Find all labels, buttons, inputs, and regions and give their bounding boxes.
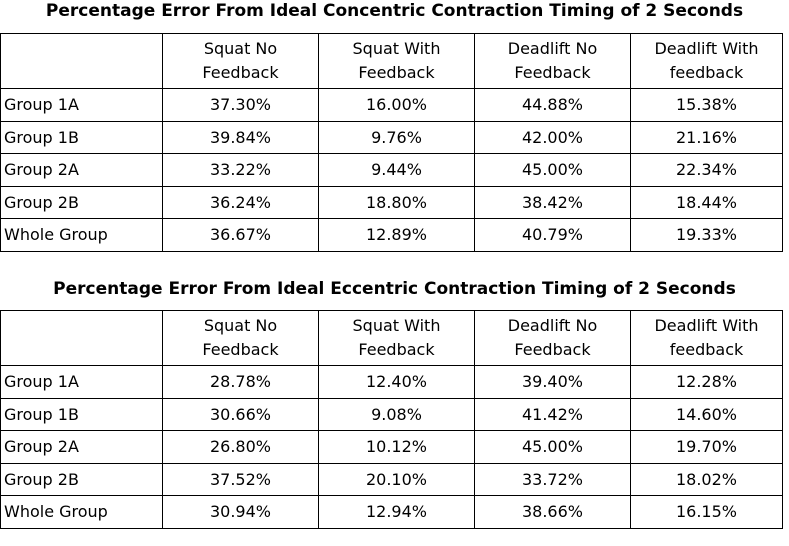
value-cell: 12.89% (318, 218, 475, 252)
value-cell: 36.24% (162, 185, 319, 219)
table-row: Whole Group 30.94% 12.94% 38.66% 16.15% (0, 495, 783, 529)
value-cell: 39.84% (162, 120, 319, 154)
table-row: Group 1B 39.84% 9.76% 42.00% 21.16% (0, 120, 783, 154)
value-cell: 9.76% (318, 120, 475, 154)
concentric-table-title: Percentage Error From Ideal Concentric C… (45, 1, 744, 21)
value-cell: 21.16% (630, 120, 783, 154)
column-header-line: Feedback (202, 340, 279, 359)
column-header-line: Deadlift No (507, 39, 598, 58)
value-cell: 33.72% (474, 462, 631, 496)
column-header-line: Feedback (202, 63, 279, 82)
column-header-line: Feedback (514, 340, 591, 359)
row-label: Group 2B (0, 462, 163, 496)
value-cell: 39.40% (474, 365, 631, 399)
column-header-line: Squat No (203, 39, 278, 58)
table-row: Group 2A 26.80% 10.12% 45.00% 19.70% (0, 430, 783, 464)
value-cell: 40.79% (474, 218, 631, 252)
column-header-line: Squat With (352, 39, 441, 58)
value-cell: 45.00% (474, 430, 631, 464)
value-cell: 18.44% (630, 185, 783, 219)
row-label: Group 1B (0, 397, 163, 431)
table-row: Group 1A 37.30% 16.00% 44.88% 15.38% (0, 88, 783, 122)
value-cell: 30.66% (162, 397, 319, 431)
value-cell: 9.44% (318, 153, 475, 187)
eccentric-table-title: Percentage Error From Ideal Eccentric Co… (53, 279, 736, 299)
column-header-line: Deadlift With (654, 39, 759, 58)
table-row: Group 2B 36.24% 18.80% 38.42% 18.44% (0, 185, 783, 219)
row-label: Group 1B (0, 120, 163, 154)
value-cell: 9.08% (318, 397, 475, 431)
column-header-line: feedback (669, 340, 744, 359)
column-header-line: Feedback (514, 63, 591, 82)
eccentric-error-table: Squat No Feedback Squat With Feedback Dead… (0, 310, 783, 529)
header-corner-cell (0, 33, 163, 89)
table-row: Group 2A 33.22% 9.44% 45.00% 22.34% (0, 153, 783, 187)
column-header-deadlift-no-feedback: Deadlift No Feedback (474, 33, 631, 89)
row-label: Group 2A (0, 153, 163, 187)
value-cell: 10.12% (318, 430, 475, 464)
table-row: Group 1A 28.78% 12.40% 39.40% 12.28% (0, 365, 783, 399)
value-cell: 12.40% (318, 365, 475, 399)
value-cell: 28.78% (162, 365, 319, 399)
column-header-line: Feedback (358, 63, 435, 82)
table-row: Group 2B 37.52% 20.10% 33.72% 18.02% (0, 462, 783, 496)
column-header-line: Deadlift No (507, 316, 598, 335)
value-cell: 38.66% (474, 495, 631, 529)
row-label: Group 2B (0, 185, 163, 219)
value-cell: 12.94% (318, 495, 475, 529)
column-header-deadlift-no-feedback: Deadlift No Feedback (474, 310, 631, 366)
value-cell: 18.02% (630, 462, 783, 496)
column-header-deadlift-with-feedback: Deadlift With feedback (630, 33, 783, 89)
value-cell: 41.42% (474, 397, 631, 431)
value-cell: 36.67% (162, 218, 319, 252)
value-cell: 30.94% (162, 495, 319, 529)
value-cell: 19.70% (630, 430, 783, 464)
column-header-line: feedback (669, 63, 744, 82)
value-cell: 18.80% (318, 185, 475, 219)
column-header-squat-no-feedback: Squat No Feedback (162, 33, 319, 89)
table-header-row: Squat No Feedback Squat With Feedback Dead… (0, 310, 783, 366)
column-header-line: Deadlift With (654, 316, 759, 335)
column-header-deadlift-with-feedback: Deadlift With feedback (630, 310, 783, 366)
row-label: Group 1A (0, 88, 163, 122)
column-header-line: Squat No (203, 316, 278, 335)
row-label: Whole Group (0, 218, 163, 252)
value-cell: 38.42% (474, 185, 631, 219)
column-header-squat-with-feedback: Squat With Feedback (318, 310, 475, 366)
value-cell: 26.80% (162, 430, 319, 464)
table-header-row: Squat No Feedback Squat With Feedback Dead… (0, 33, 783, 89)
table-row: Whole Group 36.67% 12.89% 40.79% 19.33% (0, 218, 783, 252)
row-label: Whole Group (0, 495, 163, 529)
value-cell: 22.34% (630, 153, 783, 187)
column-header-line: Feedback (358, 340, 435, 359)
header-corner-cell (0, 310, 163, 366)
row-label: Group 2A (0, 430, 163, 464)
value-cell: 16.00% (318, 88, 475, 122)
column-header-line: Squat With (352, 316, 441, 335)
column-header-squat-no-feedback: Squat No Feedback (162, 310, 319, 366)
value-cell: 20.10% (318, 462, 475, 496)
value-cell: 33.22% (162, 153, 319, 187)
value-cell: 12.28% (630, 365, 783, 399)
concentric-error-table: Squat No Feedback Squat With Feedback Dead… (0, 33, 783, 252)
value-cell: 19.33% (630, 218, 783, 252)
value-cell: 14.60% (630, 397, 783, 431)
row-label: Group 1A (0, 365, 163, 399)
value-cell: 16.15% (630, 495, 783, 529)
value-cell: 42.00% (474, 120, 631, 154)
column-header-squat-with-feedback: Squat With Feedback (318, 33, 475, 89)
value-cell: 45.00% (474, 153, 631, 187)
value-cell: 37.30% (162, 88, 319, 122)
value-cell: 44.88% (474, 88, 631, 122)
value-cell: 15.38% (630, 88, 783, 122)
value-cell: 37.52% (162, 462, 319, 496)
table-row: Group 1B 30.66% 9.08% 41.42% 14.60% (0, 397, 783, 431)
